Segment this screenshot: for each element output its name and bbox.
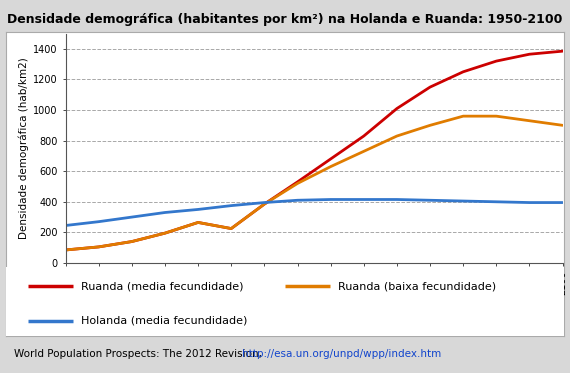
Text: Ruanda (media fecundidade): Ruanda (media fecundidade) (81, 281, 243, 291)
Text: http://esa.un.org/unpd/wpp/index.htm: http://esa.un.org/unpd/wpp/index.htm (242, 350, 441, 359)
Text: Holanda (media fecundidade): Holanda (media fecundidade) (81, 316, 247, 326)
Text: Densidade demográfica (habitantes por km²) na Holanda e Ruanda: 1950-2100: Densidade demográfica (habitantes por km… (7, 13, 563, 26)
Text: World Population Prospects: The 2012 Revision,: World Population Prospects: The 2012 Rev… (14, 350, 266, 359)
Text: Ruanda (baixa fecundidade): Ruanda (baixa fecundidade) (338, 281, 496, 291)
Y-axis label: Densidade demográfica (hab/km2): Densidade demográfica (hab/km2) (19, 57, 29, 239)
